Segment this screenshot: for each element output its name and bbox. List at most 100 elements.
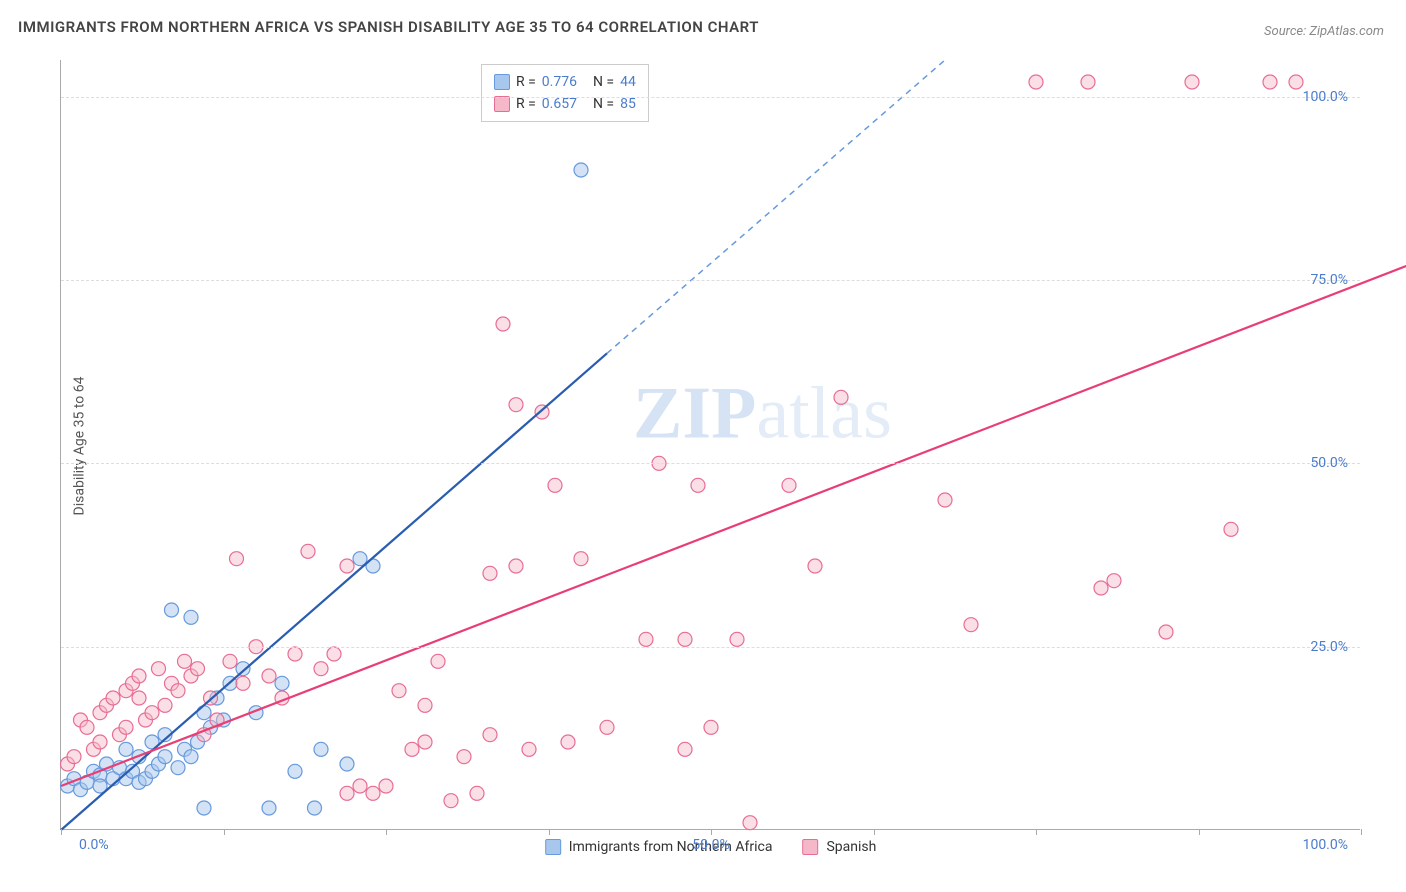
scatter-point [119, 742, 133, 756]
scatter-point [834, 390, 848, 404]
scatter-point [509, 559, 523, 573]
scatter-point [548, 478, 562, 492]
scatter-point [1029, 75, 1043, 89]
scatter-point [106, 691, 120, 705]
scatter-point [678, 632, 692, 646]
scatter-point [1107, 574, 1121, 588]
source-attribution: Source: ZipAtlas.com [1264, 24, 1384, 39]
gridline [61, 97, 1360, 98]
scatter-point [678, 742, 692, 756]
scatter-point [223, 654, 237, 668]
scatter-point [1224, 522, 1238, 536]
scatter-point [1081, 75, 1095, 89]
x-tick [61, 829, 62, 835]
x-tick [711, 829, 712, 835]
scatter-point [158, 750, 172, 764]
scatter-point [470, 786, 484, 800]
scatter-point [743, 816, 757, 830]
trend-line [61, 353, 607, 830]
x-tick [1361, 829, 1362, 835]
scatter-point [327, 647, 341, 661]
scatter-point [262, 669, 276, 683]
scatter-point [574, 163, 588, 177]
x-tick-minor [1199, 829, 1200, 835]
scatter-point [639, 632, 653, 646]
scatter-point [379, 779, 393, 793]
scatter-point [392, 684, 406, 698]
gridline [61, 463, 1360, 464]
scatter-point [340, 757, 354, 771]
scatter-point [691, 478, 705, 492]
scatter-point [152, 662, 166, 676]
legend-swatch [494, 96, 510, 112]
scatter-point [275, 676, 289, 690]
legend-series-item: Spanish [802, 839, 876, 855]
gridline [61, 647, 1360, 648]
scatter-point [509, 398, 523, 412]
y-tick-label: 25.0% [1310, 639, 1348, 655]
scatter-point [405, 742, 419, 756]
x-tick-minor [874, 829, 875, 835]
y-tick-label: 100.0% [1303, 89, 1348, 105]
scatter-point [496, 317, 510, 331]
legend-series-label: Immigrants from Northern Africa [569, 839, 773, 855]
scatter-point [353, 779, 367, 793]
scatter-point [730, 632, 744, 646]
x-tick-label: 100.0% [1303, 837, 1348, 853]
scatter-point [366, 786, 380, 800]
scatter-point [418, 735, 432, 749]
scatter-point [236, 676, 250, 690]
scatter-point [561, 735, 575, 749]
y-tick-label: 75.0% [1310, 272, 1348, 288]
scatter-point [132, 669, 146, 683]
scatter-point [340, 786, 354, 800]
scatter-point [938, 493, 952, 507]
legend-swatch [802, 839, 818, 855]
x-tick-minor [224, 829, 225, 835]
scatter-point [171, 761, 185, 775]
scatter-point [191, 662, 205, 676]
scatter-point [301, 544, 315, 558]
scatter-point [457, 750, 471, 764]
scatter-point [704, 720, 718, 734]
legend-r-prefix: R = [516, 71, 536, 93]
scatter-point [145, 706, 159, 720]
scatter-point [119, 720, 133, 734]
scatter-point [288, 647, 302, 661]
scatter-point [340, 559, 354, 573]
x-tick-minor [1036, 829, 1037, 835]
scatter-point [782, 478, 796, 492]
scatter-point [808, 559, 822, 573]
plot-svg [61, 60, 1360, 829]
scatter-point [67, 750, 81, 764]
scatter-point [1094, 581, 1108, 595]
y-tick-label: 50.0% [1310, 455, 1348, 471]
scatter-point [418, 698, 432, 712]
scatter-point [1159, 625, 1173, 639]
scatter-point [483, 566, 497, 580]
plot-area: ZIPatlas R =0.776N =44R =0.657N =85 Immi… [60, 60, 1360, 830]
scatter-point [1289, 75, 1303, 89]
legend-correlation-row: R = 0.776 N = 44 [494, 71, 636, 93]
scatter-point [1185, 75, 1199, 89]
scatter-point [132, 691, 146, 705]
scatter-point [262, 801, 276, 815]
scatter-point [184, 750, 198, 764]
scatter-point [197, 801, 211, 815]
legend-series-label: Spanish [826, 839, 876, 855]
scatter-point [165, 603, 179, 617]
scatter-point [308, 801, 322, 815]
scatter-point [197, 706, 211, 720]
x-tick-label: 0.0% [79, 837, 109, 853]
scatter-point [236, 662, 250, 676]
scatter-point [1263, 75, 1277, 89]
scatter-point [80, 720, 94, 734]
legend-correlation-box: R =0.776N =44R =0.657N =85 [481, 64, 649, 122]
x-tick-minor [386, 829, 387, 835]
scatter-point [314, 742, 328, 756]
legend-r-value: 0.776 [542, 71, 577, 93]
legend-n-value: 44 [620, 71, 636, 93]
scatter-point [93, 735, 107, 749]
legend-n-prefix: N = [593, 71, 614, 93]
scatter-point [600, 720, 614, 734]
